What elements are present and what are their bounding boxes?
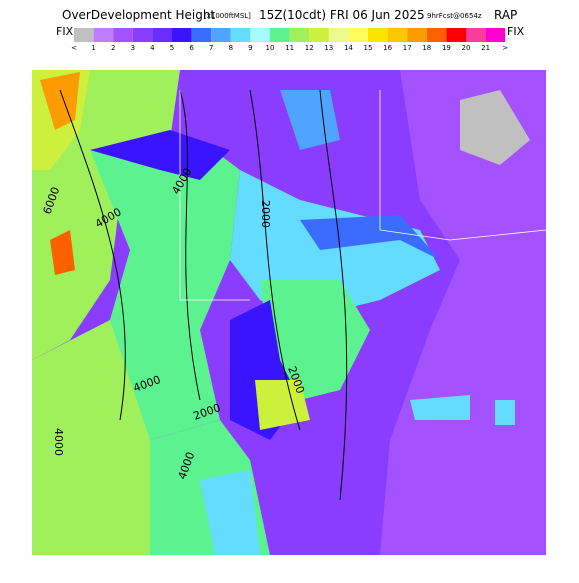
legend-label: 1 xyxy=(91,44,95,52)
legend-label: 20 xyxy=(462,44,471,52)
region xyxy=(50,230,75,275)
legend-label: 8 xyxy=(229,44,233,52)
legend-label: 4 xyxy=(150,44,155,52)
legend-label: 6 xyxy=(189,44,194,52)
legend-swatch xyxy=(132,28,153,42)
legend-swatch xyxy=(485,28,506,42)
legend-label: 11 xyxy=(285,44,294,52)
legend-swatch xyxy=(230,28,251,42)
region xyxy=(40,72,80,130)
region xyxy=(300,215,440,260)
region xyxy=(380,70,546,555)
legend-label: 19 xyxy=(442,44,451,52)
legend-swatch xyxy=(407,28,427,42)
legend-label: 21 xyxy=(481,44,490,52)
contour-label: 2000 xyxy=(259,200,272,228)
region xyxy=(200,470,260,555)
region xyxy=(90,140,240,440)
region xyxy=(260,280,370,400)
legend-swatch xyxy=(270,28,290,42)
legend-label: 7 xyxy=(209,44,213,52)
title: OverDevelopment Height xyxy=(62,8,215,22)
border xyxy=(179,90,547,301)
contour-label: 4000 xyxy=(52,428,65,456)
legend-swatch xyxy=(368,28,388,42)
legend-swatch xyxy=(446,28,466,42)
legend-swatch xyxy=(289,28,310,42)
legend-swatch xyxy=(93,28,114,42)
region xyxy=(495,400,515,425)
legend-swatch xyxy=(466,28,486,42)
legend-swatch xyxy=(172,28,192,42)
legend-label: 16 xyxy=(383,44,392,52)
legend-swatch xyxy=(348,28,368,42)
legend-swatch xyxy=(387,28,408,42)
legend-swatch xyxy=(426,28,447,42)
legend-swatch xyxy=(250,28,270,42)
legend-swatch xyxy=(113,28,133,42)
title-forecast: 9hrFcst@0654z xyxy=(427,12,482,20)
legend-label: 12 xyxy=(305,44,314,52)
legend-label: 3 xyxy=(131,44,135,52)
legend: <1 2 3 4 5 6 7 8 9 10 11 12 13 14 15 16 17 18 19 20 21 > xyxy=(71,28,508,52)
legend-swatch xyxy=(152,28,172,42)
region xyxy=(460,90,530,165)
legend-label: 10 xyxy=(266,44,275,52)
legend-swatch xyxy=(309,28,329,42)
legend-label: 18 xyxy=(422,44,431,52)
legend-swatch xyxy=(74,28,94,42)
map: 6000 4000 4000 2000 4000 2000 2000 4000 … xyxy=(32,70,547,555)
legend-label: 5 xyxy=(170,44,174,52)
legend-left-label: FIX xyxy=(56,25,74,38)
legend-label: 2 xyxy=(111,44,115,52)
legend-swatch xyxy=(211,28,231,42)
legend-high-label: > xyxy=(502,44,508,52)
legend-right-label: FIX xyxy=(507,25,525,38)
legend-swatch xyxy=(328,28,349,42)
legend-low-label: < xyxy=(71,44,77,52)
legend-label: 15 xyxy=(364,44,373,52)
legend-label: 13 xyxy=(324,44,333,52)
title-valid: 15Z(10cdt) FRI 06 Jun 2025 xyxy=(259,8,425,22)
region xyxy=(410,395,470,420)
contour xyxy=(59,89,348,501)
legend-label: 14 xyxy=(344,44,353,52)
legend-swatch xyxy=(191,28,212,42)
title-model: RAP xyxy=(494,8,517,22)
legend-label: 17 xyxy=(403,44,412,52)
region xyxy=(90,130,230,180)
legend-label: 9 xyxy=(248,44,252,52)
title-units: [x1000ftMSL] xyxy=(204,12,251,20)
